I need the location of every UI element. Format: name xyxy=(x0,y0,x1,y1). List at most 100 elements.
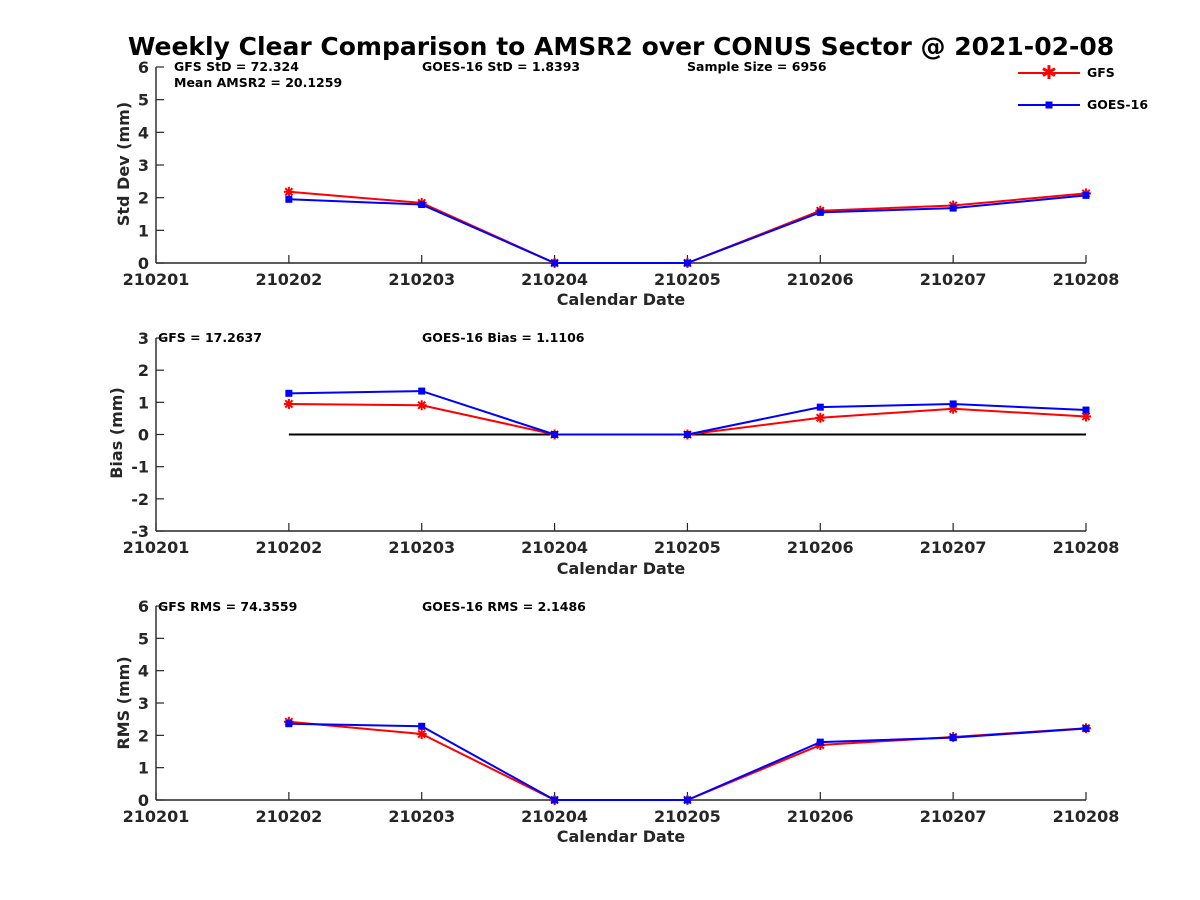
goes16-bias-annotation: GOES-16 Bias = 1.1106 xyxy=(422,330,585,345)
goes16-std-annotation: GOES-16 StD = 1.8393 xyxy=(422,59,580,74)
bias-goes16-point xyxy=(1082,406,1090,414)
rms-x-tick-label: 210206 xyxy=(787,807,854,826)
bias-y-tick-label: 0 xyxy=(138,426,149,445)
bias-goes16-series-line xyxy=(288,390,1087,436)
bias-x-axis-label: Calendar Date xyxy=(557,559,686,578)
mean-amsr2-annotation: Mean AMSR2 = 20.1259 xyxy=(174,75,342,90)
rms-goes16-point xyxy=(949,734,957,742)
std-goes16-series-line xyxy=(288,194,1087,264)
std-y-tick-label: 6 xyxy=(138,58,149,77)
std-x-tick-label: 210206 xyxy=(787,270,854,289)
rms-gfs-point xyxy=(416,729,427,740)
std-x-tick-label: 210203 xyxy=(388,270,455,289)
bias-gfs-point xyxy=(416,400,427,411)
bias-goes16-point xyxy=(949,400,957,408)
bias-panel: GFS = 17.2637 GOES-16 Bias = 1.1106 Cale… xyxy=(107,329,1119,578)
std-goes16-point xyxy=(285,195,293,203)
std-x-tick-label: 210202 xyxy=(255,270,322,289)
rms-y-tick-label: 3 xyxy=(138,694,149,713)
bias-gfs-point xyxy=(1081,411,1091,422)
gfs-rms-annotation: GFS RMS = 74.3559 xyxy=(158,599,297,614)
bias-x-tick-label: 210204 xyxy=(521,538,588,557)
bias-y-tick-label: -1 xyxy=(131,458,149,477)
std-gfs-series-line xyxy=(288,190,1087,264)
bias-goes16-point xyxy=(418,387,426,395)
std-y-tick-label: 4 xyxy=(138,123,149,142)
rms-goes16-point xyxy=(1082,725,1090,733)
std-x-tick-label: 210205 xyxy=(654,270,721,289)
rms-goes16-point xyxy=(551,796,559,804)
rms-goes16-point xyxy=(683,796,691,804)
rms-goes16-point xyxy=(418,722,426,730)
goes16-rms-annotation: GOES-16 RMS = 2.1486 xyxy=(422,599,586,614)
std-goes16-point xyxy=(949,204,957,212)
std-x-axis-label: Calendar Date xyxy=(557,290,686,309)
bias-x-tick-label: 210203 xyxy=(388,538,455,557)
bias-goes16-point xyxy=(285,389,293,397)
bias-gfs-point xyxy=(815,412,826,423)
bias-x-tick-label: 210202 xyxy=(255,538,322,557)
bias-y-axis-label: Bias (mm) xyxy=(107,387,126,479)
rms-x-tick-label: 210201 xyxy=(123,807,190,826)
std-y-tick-label: 5 xyxy=(138,91,149,110)
rms-y-tick-label: 4 xyxy=(138,662,149,681)
rms-x-axis-label: Calendar Date xyxy=(557,827,686,846)
bias-x-tick-label: 210207 xyxy=(920,538,987,557)
rms-x-tick-label: 210204 xyxy=(521,807,588,826)
legend-goes16-label: GOES-16 xyxy=(1087,97,1148,112)
std-goes16-point xyxy=(418,201,426,209)
legend-goes16-square-icon xyxy=(1045,101,1053,109)
figure-title: Weekly Clear Comparison to AMSR2 over CO… xyxy=(128,32,1114,61)
rms-y-tick-label: 0 xyxy=(138,791,149,810)
std-gfs-point xyxy=(283,186,294,197)
rms-panel: GFS RMS = 74.3559 GOES-16 RMS = 2.1486 C… xyxy=(114,597,1119,846)
gfs-std-annotation: GFS StD = 72.324 xyxy=(174,59,299,74)
bias-y-tick-label: 1 xyxy=(138,393,149,412)
std-dev-panel: GFS StD = 72.324 Mean AMSR2 = 20.1259 GO… xyxy=(114,58,1119,309)
rms-y-axis-label: RMS (mm) xyxy=(114,656,133,749)
sample-size-annotation: Sample Size = 6956 xyxy=(687,59,827,74)
rms-y-tick-label: 6 xyxy=(138,597,149,616)
bias-y-tick-label: 2 xyxy=(138,361,149,380)
legend-gfs-label: GFS xyxy=(1087,65,1115,80)
rms-y-tick-label: 5 xyxy=(138,629,149,648)
bias-y-tick-label: 3 xyxy=(138,329,149,348)
bias-gfs-point xyxy=(283,398,294,409)
rms-goes16-point xyxy=(816,738,824,746)
std-goes16-point xyxy=(683,259,691,267)
bias-x-tick-label: 210201 xyxy=(123,538,190,557)
std-x-tick-label: 210207 xyxy=(920,270,987,289)
std-x-tick-label: 210201 xyxy=(123,270,190,289)
std-y-axis-label: Std Dev (mm) xyxy=(114,102,133,226)
std-x-tick-label: 210204 xyxy=(521,270,588,289)
bias-goes16-point xyxy=(816,403,824,411)
bias-x-tick-label: 210206 xyxy=(787,538,854,557)
std-y-tick-label: 3 xyxy=(138,156,149,175)
rms-x-tick-label: 210208 xyxy=(1053,807,1120,826)
gfs-bias-annotation: GFS = 17.2637 xyxy=(158,330,262,345)
legend: ✱ GFS GOES-16 xyxy=(1018,62,1148,112)
rms-y-tick-label: 1 xyxy=(138,759,149,778)
rms-goes16-point xyxy=(285,720,293,728)
rms-y-tick-label: 2 xyxy=(138,726,149,745)
std-y-tick-label: 1 xyxy=(138,221,149,240)
rms-x-tick-label: 210202 xyxy=(255,807,322,826)
bias-y-tick-label: -3 xyxy=(131,522,149,541)
std-goes16-point xyxy=(1082,191,1090,199)
bias-x-tick-label: 210208 xyxy=(1053,538,1120,557)
rms-gfs-series-line xyxy=(288,720,1087,801)
rms-x-tick-label: 210203 xyxy=(388,807,455,826)
bias-x-tick-label: 210205 xyxy=(654,538,721,557)
std-y-tick-label: 0 xyxy=(138,254,149,273)
rms-x-tick-label: 210205 xyxy=(654,807,721,826)
legend-gfs-asterisk-icon: ✱ xyxy=(1041,62,1057,84)
rms-x-tick-label: 210207 xyxy=(920,807,987,826)
std-goes16-point xyxy=(816,208,824,216)
std-y-tick-label: 2 xyxy=(138,189,149,208)
std-x-tick-label: 210208 xyxy=(1053,270,1120,289)
std-goes16-point xyxy=(551,259,559,267)
bias-goes16-point xyxy=(551,431,559,438)
bias-y-tick-label: -2 xyxy=(131,490,149,509)
bias-goes16-point xyxy=(683,431,691,438)
